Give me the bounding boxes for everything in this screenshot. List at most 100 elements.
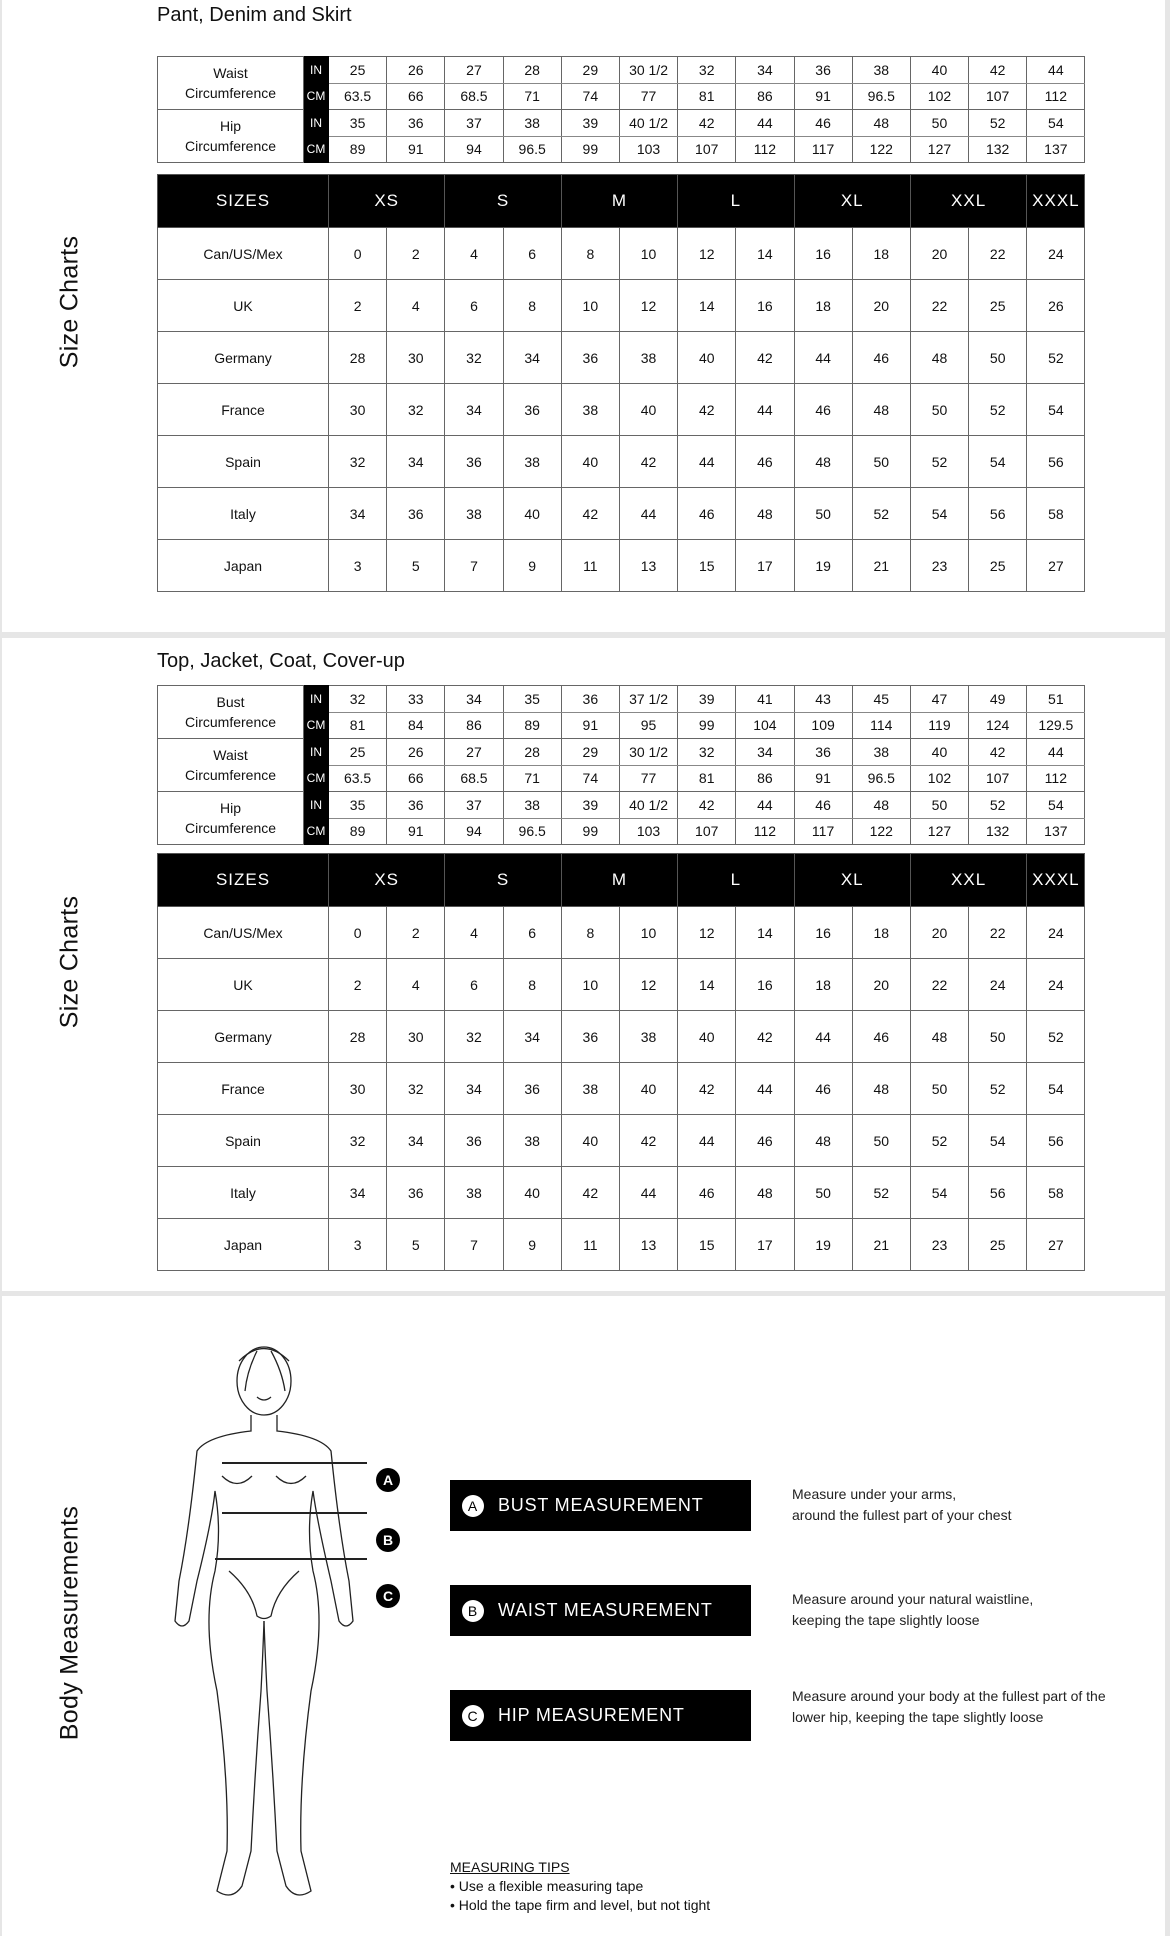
- size-value: 52: [851, 1166, 911, 1219]
- size-value: 44: [735, 1062, 795, 1115]
- measurement-value: 52: [968, 791, 1028, 819]
- measurement-value: 42: [968, 738, 1028, 766]
- size-row: Japan 3 5 7 9 11 13 15 17 19 21 23 25 27: [157, 1218, 1086, 1271]
- size-row: France 30 32 34 36 38 40 42 44 46 48 50 52 54: [157, 1062, 1086, 1115]
- size-value: 18: [793, 958, 853, 1011]
- size-value: 12: [677, 227, 737, 280]
- size-value: 38: [444, 1166, 504, 1219]
- size-value: 40: [677, 1010, 737, 1063]
- size-value: 17: [735, 539, 795, 592]
- size-value: 46: [851, 1010, 911, 1063]
- measurement-value: 39: [677, 685, 737, 713]
- size-value: 36: [444, 435, 504, 488]
- measurement-value: 40: [909, 56, 970, 84]
- measurement-value: 77: [618, 764, 679, 792]
- measurement-value: 117: [793, 135, 853, 163]
- size-conversion-table: SIZES XS S M L XL XXL XXXL Can/US/Mex 0 2 4 6 8 10 12 14…: [157, 853, 1086, 1271]
- size-header: M: [560, 853, 679, 907]
- region-label: Can/US/Mex: [157, 906, 329, 959]
- measurement-value: 137: [1026, 817, 1086, 845]
- size-value: 58: [1026, 1166, 1086, 1219]
- measurement-value: 102: [909, 764, 970, 792]
- size-value: 52: [1026, 1010, 1086, 1063]
- measurement-value: 33: [386, 685, 446, 713]
- size-value: 48: [851, 383, 911, 436]
- size-header: XS: [327, 174, 446, 228]
- size-value: 20: [851, 958, 911, 1011]
- size-value: 12: [618, 279, 679, 332]
- size-value: 8: [560, 906, 620, 959]
- measurement-value: 112: [735, 135, 795, 163]
- unit-badge: CM: [303, 82, 329, 110]
- measurement-value: 43: [793, 685, 853, 713]
- size-value: 6: [502, 227, 562, 280]
- size-value: 30: [386, 331, 446, 384]
- size-value: 36: [560, 1010, 620, 1063]
- size-value: 22: [968, 906, 1028, 959]
- size-value: 22: [968, 227, 1028, 280]
- measurement-value: 29: [560, 738, 620, 766]
- size-row: UK 2 4 6 8 10 12 14 16 18 20 22 24 24: [157, 958, 1086, 1011]
- size-value: 34: [444, 1062, 504, 1115]
- size-value: 34: [386, 435, 446, 488]
- measurement-value: 38: [502, 791, 562, 819]
- size-value: 56: [1026, 1114, 1086, 1167]
- size-value: 52: [909, 435, 970, 488]
- measurement-value: 94: [444, 817, 504, 845]
- size-value: 5: [386, 1218, 446, 1271]
- size-value: 44: [793, 331, 853, 384]
- measurement-value: 132: [968, 817, 1028, 845]
- measurement-value: 71: [502, 82, 562, 110]
- measurement-value: 37: [444, 791, 504, 819]
- size-value: 56: [1026, 435, 1086, 488]
- measurement-value: 127: [909, 817, 970, 845]
- measurement-value: 36: [386, 109, 446, 137]
- size-value: 18: [793, 279, 853, 332]
- size-value: 13: [618, 539, 679, 592]
- measurement-value: 35: [502, 685, 562, 713]
- size-value: 40: [618, 1062, 679, 1115]
- measurement-value: 91: [386, 817, 446, 845]
- measurement-value: 34: [735, 738, 795, 766]
- size-value: 52: [909, 1114, 970, 1167]
- measurement-value: 114: [851, 711, 911, 739]
- measurement-value: 86: [444, 711, 504, 739]
- section-title: Pant, Denim and Skirt: [157, 4, 352, 26]
- size-value: 46: [677, 1166, 737, 1219]
- size-header: S: [444, 853, 562, 907]
- size-value: 56: [968, 1166, 1028, 1219]
- measurement-value: 96.5: [851, 764, 911, 792]
- size-value: 14: [677, 958, 737, 1011]
- waist-measurement-label: B WAIST MEASUREMENT: [450, 1585, 751, 1636]
- size-header-row: SIZES XS S M L XL XXL XXXL: [157, 174, 1086, 228]
- measurement-row: Hip Circumference IN 35 36 37 38 39 40 1/2 42 44 46…: [157, 791, 1086, 845]
- unit-badge: IN: [303, 738, 329, 766]
- measurement-value: 46: [793, 791, 853, 819]
- size-value: 20: [909, 906, 970, 959]
- size-value: 52: [1026, 331, 1086, 384]
- size-value: 40: [502, 487, 562, 540]
- measurement-value: 27: [444, 56, 504, 84]
- section-label: Size Charts: [55, 895, 84, 1029]
- size-value: 15: [677, 539, 737, 592]
- size-value: 2: [327, 958, 388, 1011]
- size-value: 44: [618, 487, 679, 540]
- measurement-value: 91: [386, 135, 446, 163]
- size-value: 10: [618, 227, 679, 280]
- measurement-value: 26: [386, 56, 446, 84]
- measurement-value: 99: [677, 711, 737, 739]
- measurement-value: 89: [502, 711, 562, 739]
- size-value: 54: [909, 1166, 970, 1219]
- size-value: 25: [968, 279, 1028, 332]
- size-value: 34: [502, 1010, 562, 1063]
- top-size-panel: Size Charts Top, Jacket, Coat, Cover-up …: [2, 638, 1165, 1291]
- size-value: 2: [327, 279, 388, 332]
- measurement-value: 109: [793, 711, 853, 739]
- marker-c: C: [376, 1584, 400, 1608]
- size-value: 50: [793, 1166, 853, 1219]
- size-row: Can/US/Mex 0 2 4 6 8 10 12 14 16 18 20 22 24: [157, 906, 1086, 959]
- size-value: 25: [968, 539, 1028, 592]
- size-value: 42: [618, 1114, 679, 1167]
- measurement-value: 99: [560, 135, 620, 163]
- measurement-value: 129.5: [1026, 711, 1086, 739]
